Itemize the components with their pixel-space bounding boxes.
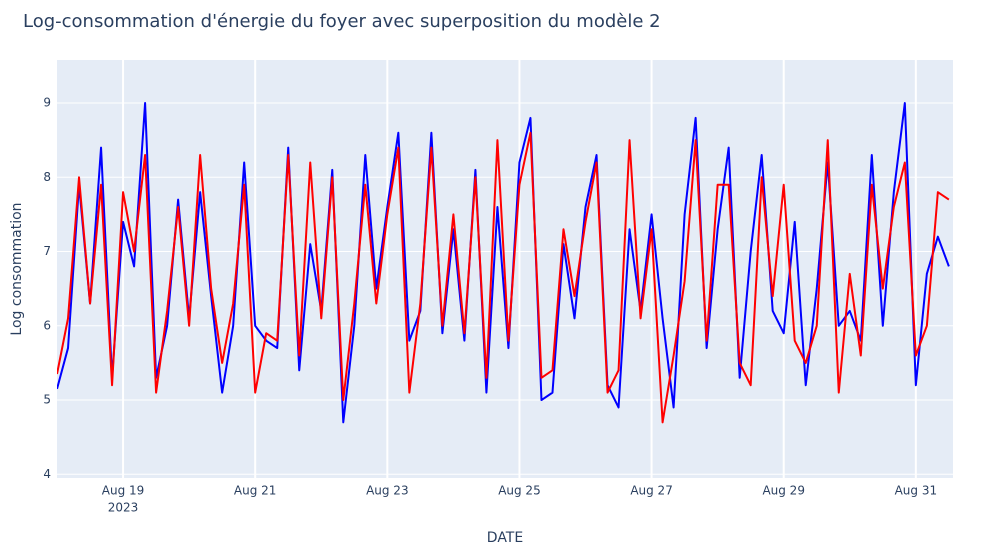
y-tick-label: 9 <box>43 96 51 110</box>
chart-title: Log-consommation d'énergie du foyer avec… <box>23 11 661 32</box>
series-line <box>57 102 950 424</box>
series-line <box>57 131 950 424</box>
y-tick-label: 6 <box>43 318 51 332</box>
x-tick-label: Aug 19 <box>102 484 145 498</box>
x-tick-label: Aug 31 <box>895 484 938 498</box>
x-tick-year: 2023 <box>108 501 139 515</box>
y-tick-label: 8 <box>43 170 51 184</box>
y-tick-label: 7 <box>43 244 51 258</box>
x-tick-label: Aug 21 <box>234 484 277 498</box>
y-tick-label: 5 <box>43 393 51 407</box>
x-tick-label: Aug 29 <box>762 484 805 498</box>
x-axis-title: DATE <box>487 530 523 546</box>
x-tick-label: Aug 23 <box>366 484 409 498</box>
x-tick-label: Aug 27 <box>630 484 673 498</box>
y-axis-title: Log consommation <box>9 202 25 335</box>
y-tick-label: 4 <box>43 467 51 481</box>
x-tick-label: Aug 25 <box>498 484 541 498</box>
